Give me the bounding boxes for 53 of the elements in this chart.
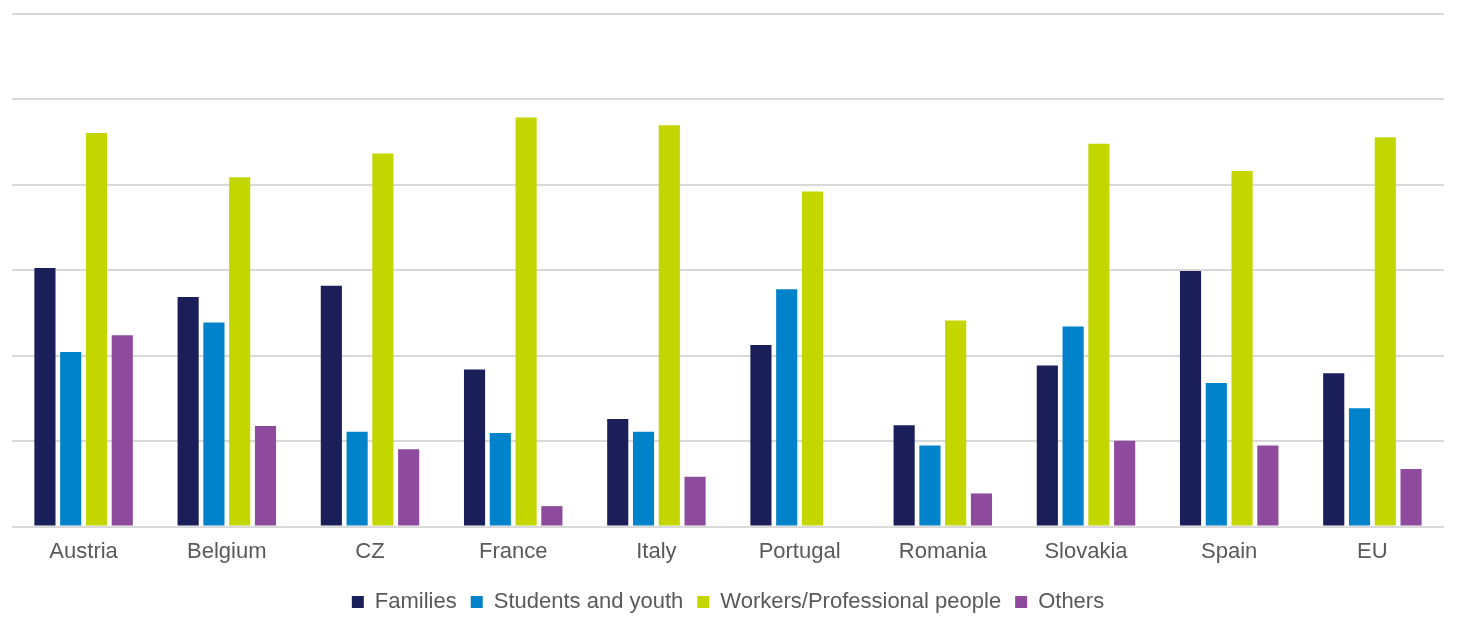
legend-label: Students and youth: [493, 588, 684, 614]
bar: [541, 506, 563, 526]
x-tick-label: Belgium: [187, 537, 267, 563]
bar: [1348, 408, 1371, 526]
bar: [34, 268, 56, 526]
legend-label: Workers/Professional people: [720, 588, 1002, 614]
x-tick-label: France: [478, 537, 548, 563]
bar: [372, 153, 394, 526]
bar: [346, 431, 368, 526]
x-tick-label: CZ: [355, 537, 385, 563]
x-tick-label: Italy: [636, 537, 677, 563]
legend-label: Others: [1038, 588, 1105, 614]
bar: [658, 125, 680, 526]
bar: [1231, 171, 1253, 526]
bar: [750, 344, 772, 526]
bar: [893, 425, 915, 526]
x-tick-label: EU: [1357, 537, 1388, 563]
bar: [85, 133, 108, 526]
legend-label: Families: [374, 588, 457, 614]
bar: [919, 445, 941, 526]
bar: [607, 419, 629, 526]
bar: [1257, 445, 1279, 526]
bar: [1036, 365, 1058, 526]
bar: [60, 351, 82, 526]
bar: [1323, 373, 1345, 526]
bar: [1114, 440, 1136, 526]
bar: [945, 320, 967, 526]
bar: [1374, 137, 1396, 526]
bar: [684, 476, 706, 526]
bar: [463, 369, 486, 526]
bar: [1179, 270, 1202, 526]
x-tick-label: Spain: [1201, 537, 1258, 563]
bar: [1205, 383, 1227, 526]
bar: [632, 431, 655, 526]
bar: [970, 493, 993, 526]
bar: [177, 297, 199, 526]
bar: [489, 432, 511, 526]
bar: [398, 449, 420, 526]
bar: [254, 425, 277, 526]
bar: [320, 285, 342, 526]
bar: [1400, 468, 1422, 526]
x-tick-label: Slovakia: [1044, 537, 1129, 563]
bar: [515, 117, 537, 526]
bar: [1088, 143, 1110, 526]
bar: [229, 177, 251, 526]
bar: [776, 289, 798, 526]
bar: [1062, 326, 1084, 526]
x-tick-label: Austria: [49, 537, 119, 563]
bar: [203, 322, 225, 526]
x-tick-label: Romania: [898, 537, 988, 563]
bar: [801, 191, 824, 526]
x-tick-label: Portugal: [758, 537, 841, 563]
bar: [111, 335, 133, 526]
